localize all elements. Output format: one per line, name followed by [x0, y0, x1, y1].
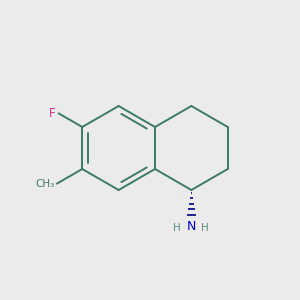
Text: H: H	[202, 223, 209, 233]
Text: CH₃: CH₃	[35, 179, 55, 189]
Text: F: F	[49, 107, 56, 120]
Text: H: H	[173, 223, 181, 233]
Text: N: N	[187, 220, 196, 233]
